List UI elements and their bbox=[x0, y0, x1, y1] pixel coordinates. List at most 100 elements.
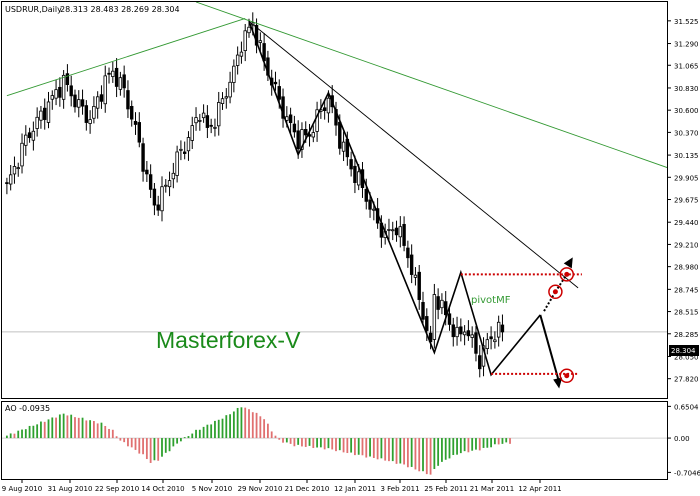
ao-bar bbox=[70, 414, 73, 439]
ao-bar bbox=[119, 438, 122, 441]
ao-bar bbox=[104, 425, 107, 439]
candle-body bbox=[148, 174, 153, 190]
ao-bar bbox=[285, 438, 288, 443]
candle-body bbox=[292, 123, 297, 133]
candle-body bbox=[239, 51, 244, 57]
ao-bar bbox=[221, 418, 224, 439]
ohlc-values: 28.313 28.483 28.269 28.304 bbox=[60, 5, 180, 14]
ao-bar bbox=[123, 438, 126, 443]
candle-body bbox=[228, 81, 232, 98]
candle-body bbox=[61, 74, 66, 100]
candle-body bbox=[16, 167, 20, 170]
ao-bar bbox=[77, 417, 80, 439]
candle-body bbox=[247, 26, 251, 34]
ao-bar bbox=[437, 438, 440, 466]
candle-body bbox=[489, 336, 493, 340]
ao-bar bbox=[248, 409, 250, 439]
current-price-box bbox=[669, 345, 699, 356]
candle-body bbox=[5, 182, 9, 185]
candle-body bbox=[152, 188, 157, 206]
x-tick-label: 9 Aug 2010 bbox=[2, 485, 42, 493]
arrow-head-up bbox=[563, 257, 573, 269]
ao-bar bbox=[270, 431, 273, 439]
y-tick-label: 29.210 bbox=[674, 241, 699, 249]
candle-body bbox=[209, 124, 213, 127]
ao-bar bbox=[395, 438, 398, 464]
x-tick-label: 31 Aug 2010 bbox=[48, 485, 93, 493]
ao-bar bbox=[414, 438, 417, 470]
ao-tick-label: -0.7046 bbox=[674, 469, 700, 477]
candle-body bbox=[485, 339, 490, 349]
candle-body bbox=[391, 229, 395, 232]
ao-bar bbox=[225, 415, 228, 439]
x-tick-label: 21 Dec 2010 bbox=[285, 485, 330, 493]
y-tick-label: 31.290 bbox=[674, 41, 699, 49]
candle-body bbox=[421, 302, 425, 320]
x-tick-label: 12 Jan 2011 bbox=[334, 485, 376, 493]
ao-bar bbox=[486, 438, 489, 448]
candle-body bbox=[95, 96, 100, 109]
candle-body bbox=[300, 129, 304, 150]
ao-bar bbox=[335, 438, 337, 452]
candle-body bbox=[88, 119, 92, 124]
ao-bar bbox=[157, 438, 160, 461]
ao-bar bbox=[108, 428, 110, 439]
ao-bar bbox=[214, 420, 216, 439]
ao-bar bbox=[418, 438, 421, 472]
ao-bar bbox=[388, 438, 390, 462]
candle-body bbox=[356, 171, 361, 186]
candle-body bbox=[281, 96, 285, 119]
candle-body bbox=[160, 186, 164, 212]
candle-body bbox=[171, 172, 176, 180]
candle-body bbox=[118, 77, 123, 90]
candle-body bbox=[194, 117, 198, 124]
ao-bar bbox=[471, 438, 474, 451]
ao-bar bbox=[482, 438, 485, 448]
ao-bar bbox=[354, 438, 356, 456]
ao-bar bbox=[100, 422, 103, 439]
ao-bar bbox=[66, 415, 69, 439]
candle-body bbox=[451, 324, 455, 338]
ao-bar bbox=[217, 419, 220, 439]
candle-body bbox=[394, 227, 399, 236]
ao-bar bbox=[32, 425, 35, 439]
candle-body bbox=[338, 121, 342, 149]
candle-body bbox=[254, 24, 259, 46]
candle-body bbox=[179, 148, 183, 151]
ao-bar bbox=[55, 417, 57, 439]
candle-body bbox=[500, 324, 505, 333]
candle-body bbox=[266, 57, 270, 76]
ao-bar bbox=[244, 407, 247, 439]
candle-body bbox=[304, 129, 308, 136]
watermark-text: Masterforex-V bbox=[156, 327, 301, 353]
ao-bar bbox=[406, 438, 409, 468]
candle-body bbox=[311, 132, 316, 138]
ao-bar bbox=[391, 438, 394, 462]
candle-body bbox=[406, 247, 410, 259]
candle-body bbox=[493, 339, 497, 343]
candle-body bbox=[440, 299, 444, 309]
ao-bar bbox=[145, 438, 148, 460]
ao-bar bbox=[444, 438, 447, 460]
analysis-overlays bbox=[6, 2, 667, 389]
current-price-label: 28.304 bbox=[671, 347, 696, 355]
ao-bar bbox=[475, 438, 477, 450]
ao-bar bbox=[168, 438, 171, 452]
ao-bar bbox=[308, 438, 311, 446]
ao-bar bbox=[342, 438, 345, 453]
candle-body bbox=[220, 98, 225, 104]
candle-body bbox=[111, 70, 115, 77]
candle-body bbox=[496, 321, 501, 338]
candle-body bbox=[145, 169, 149, 175]
candle-body bbox=[65, 73, 70, 85]
ao-indicator-label: AO -0.0935 bbox=[5, 404, 50, 413]
ao-bar bbox=[9, 433, 12, 439]
candle-body bbox=[296, 130, 300, 150]
ao-bar bbox=[293, 438, 296, 447]
candle-body bbox=[217, 102, 221, 127]
y-tick-label: 31.525 bbox=[674, 18, 699, 26]
ao-bar bbox=[161, 438, 163, 457]
candle-body bbox=[69, 85, 73, 97]
candle-body bbox=[243, 30, 247, 51]
candle-body bbox=[133, 120, 138, 125]
